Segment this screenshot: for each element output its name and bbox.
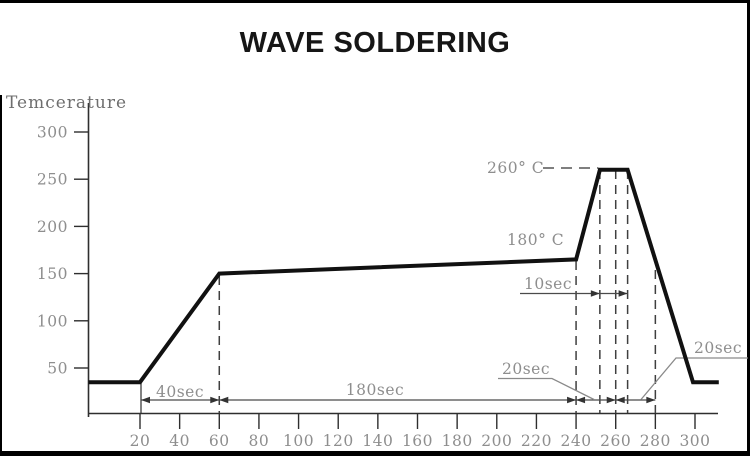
x-tick-label: 60 — [209, 432, 230, 450]
x-tick-label: 120 — [323, 432, 354, 450]
axis-ticks-group: 50 100 150 200 250 300 20 40 60 80 100 120 140 160 180… — [37, 124, 710, 451]
frame-border-left — [0, 95, 2, 456]
dimension-arrow — [606, 396, 616, 404]
dimension-arrow — [219, 396, 229, 404]
x-tick-label: 80 — [249, 432, 270, 450]
x-tick-label: 240 — [561, 432, 592, 450]
dimension-guides-group — [140, 167, 748, 413]
x-tick-label: 180 — [442, 432, 473, 450]
dimension-arrow — [590, 290, 600, 297]
y-tick-label: 200 — [37, 218, 68, 236]
x-tick-label: 260 — [600, 432, 631, 450]
annotation-soak-temp: 180° C — [507, 231, 564, 249]
x-tick-label: 280 — [640, 432, 671, 450]
y-tick-label: 100 — [37, 312, 68, 330]
x-tick-label: 140 — [362, 432, 393, 450]
frame-border-bottom — [0, 451, 750, 456]
y-tick-label: 150 — [37, 265, 68, 283]
x-tick-label: 160 — [402, 432, 433, 450]
frame-border-top — [0, 0, 750, 3]
y-tick-label: 300 — [37, 124, 68, 142]
chart-title: WAVE SOLDERING — [239, 27, 511, 59]
y-axis-title: Temcerature — [6, 93, 127, 113]
dimension-arrow — [567, 396, 577, 404]
y-tick-label: 50 — [47, 360, 68, 378]
dimension-arrow — [615, 396, 625, 404]
temperature-profile-line — [88, 167, 719, 385]
annotation-soak-duration: 180sec — [346, 381, 404, 399]
x-tick-label: 40 — [169, 432, 190, 450]
annotation-ramp-to-peak: 20sec — [502, 360, 550, 378]
leader-20sec-right — [640, 357, 748, 400]
frame-border-right — [747, 0, 750, 456]
dimension-arrow — [210, 396, 220, 404]
dimension-arrow — [576, 396, 586, 404]
leader-20sec-left — [498, 377, 595, 401]
dimension-arrow — [618, 290, 628, 297]
annotation-preheat-ramp: 40sec — [156, 383, 204, 401]
x-tick-label: 200 — [481, 432, 512, 450]
profile-curve-group — [88, 167, 719, 385]
x-tick-label: 100 — [283, 432, 314, 450]
y-tick-label: 250 — [37, 171, 68, 189]
x-tick-label: 20 — [130, 432, 151, 450]
annotation-peak-temp: 260° C — [487, 159, 544, 177]
annotation-peak-hold: 10sec — [524, 275, 572, 293]
dimension-arrow — [646, 396, 656, 404]
dimension-arrow — [141, 396, 150, 404]
x-tick-label: 220 — [521, 432, 552, 450]
annotation-cooldown: 20sec — [694, 339, 742, 357]
x-tick-label: 300 — [679, 432, 710, 450]
